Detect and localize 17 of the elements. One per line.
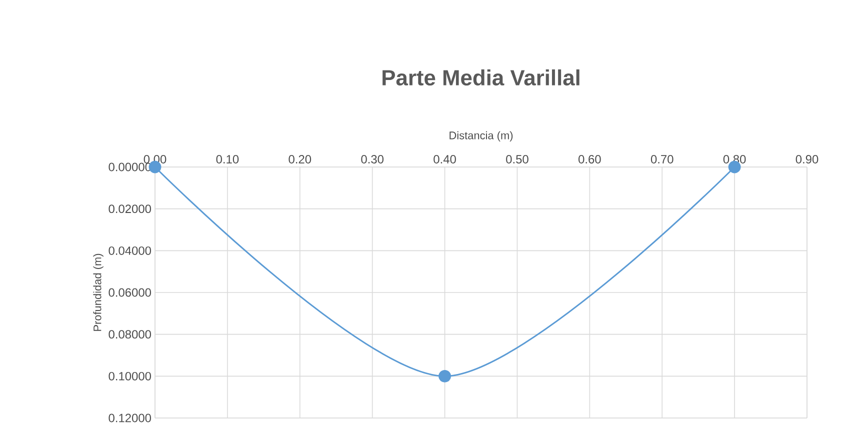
x-tick-label: 0.70 xyxy=(650,155,674,164)
x-tick-label: 0.10 xyxy=(216,155,239,164)
y-tick-label: 0.08000 xyxy=(108,330,152,339)
x-axis-title: Distancia (m) xyxy=(450,131,513,142)
y-axis-title: Profundidad (m) xyxy=(93,254,104,331)
chart-title: Parte Media Varillal xyxy=(382,69,580,86)
y-tick-label: 0.10000 xyxy=(108,372,152,380)
y-tick-label: 0.04000 xyxy=(108,246,152,255)
y-tick-label: 0.06000 xyxy=(108,288,152,297)
x-tick-label: 0.60 xyxy=(578,155,601,164)
y-tick-label: 0.02000 xyxy=(108,204,152,214)
x-tick-label: 0.20 xyxy=(288,155,312,164)
x-tick-label: 0.40 xyxy=(434,155,456,164)
x-tick-label: 0.30 xyxy=(361,155,384,164)
x-tick-label: 0.50 xyxy=(506,155,528,164)
x-tick-label: 0.90 xyxy=(796,155,818,164)
y-tick-label: 0.12000 xyxy=(108,414,152,422)
